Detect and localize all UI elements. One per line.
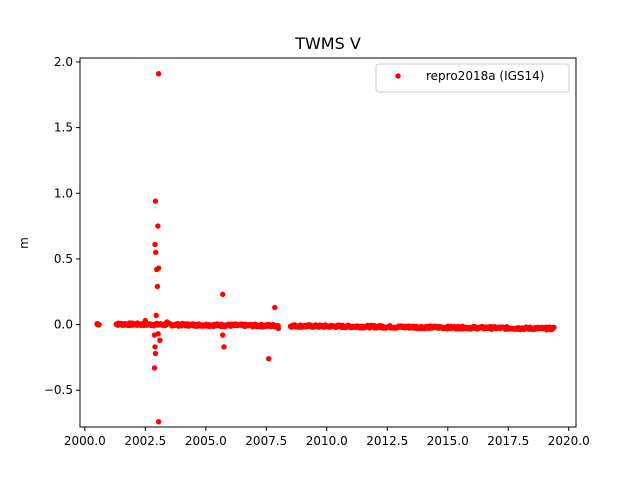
y-tick-label: 2.0 xyxy=(54,55,73,69)
y-tick-label: 0.5 xyxy=(54,252,73,266)
x-tick-label: 2010.0 xyxy=(306,434,348,448)
data-point xyxy=(221,344,227,350)
data-point xyxy=(551,324,557,331)
y-axis-label: m xyxy=(17,237,31,249)
data-point xyxy=(153,312,159,319)
x-tick-label: 2002.5 xyxy=(124,434,166,448)
data-point xyxy=(272,304,278,311)
chart-title: TWMS V xyxy=(294,34,361,53)
x-tick-label: 2017.5 xyxy=(487,434,529,448)
data-point xyxy=(155,223,161,229)
x-axis: 2000.0 2002.5 2005.0 2007.5 2010.0 2012.5 2015… xyxy=(64,427,590,448)
data-point xyxy=(96,321,102,328)
data-point xyxy=(153,249,159,256)
data-point xyxy=(275,325,282,332)
x-tick-label: 2020.0 xyxy=(548,434,590,448)
x-tick-label: 2007.5 xyxy=(245,434,287,448)
data-point xyxy=(155,265,162,271)
data-point xyxy=(157,337,163,344)
data-point xyxy=(154,283,161,290)
data-point xyxy=(164,319,170,325)
data-point xyxy=(155,419,162,425)
data-point xyxy=(152,241,158,248)
data-point xyxy=(151,365,158,371)
x-tick-label: 2015.0 xyxy=(427,434,469,448)
data-point xyxy=(152,198,159,204)
data-point xyxy=(155,331,161,337)
x-tick-label: 2005.0 xyxy=(185,434,227,448)
y-tick-label: 1.0 xyxy=(54,186,73,200)
data-point xyxy=(220,332,226,338)
points-layer xyxy=(94,71,557,425)
y-tick-label: 1.5 xyxy=(54,121,73,135)
data-point xyxy=(155,71,162,77)
legend: repro2018a (IGS14) xyxy=(375,63,570,93)
x-tick-label: 2012.5 xyxy=(366,434,408,448)
y-tick-label: 0.0 xyxy=(54,318,73,332)
legend-frame xyxy=(375,63,570,93)
x-tick-label: 2000.0 xyxy=(64,434,106,448)
y-tick-label: −0.5 xyxy=(44,383,73,397)
data-point xyxy=(266,356,272,362)
data-point xyxy=(152,344,158,350)
data-point xyxy=(220,291,226,298)
data-point xyxy=(152,350,159,357)
y-axis: −0.5 0.0 0.5 1.0 1.5 2.0 xyxy=(44,55,80,397)
plot-frame xyxy=(79,57,577,428)
legend-entry-label: repro2018a (IGS14) xyxy=(426,69,544,83)
data-point xyxy=(142,317,149,324)
legend-marker xyxy=(395,73,401,79)
